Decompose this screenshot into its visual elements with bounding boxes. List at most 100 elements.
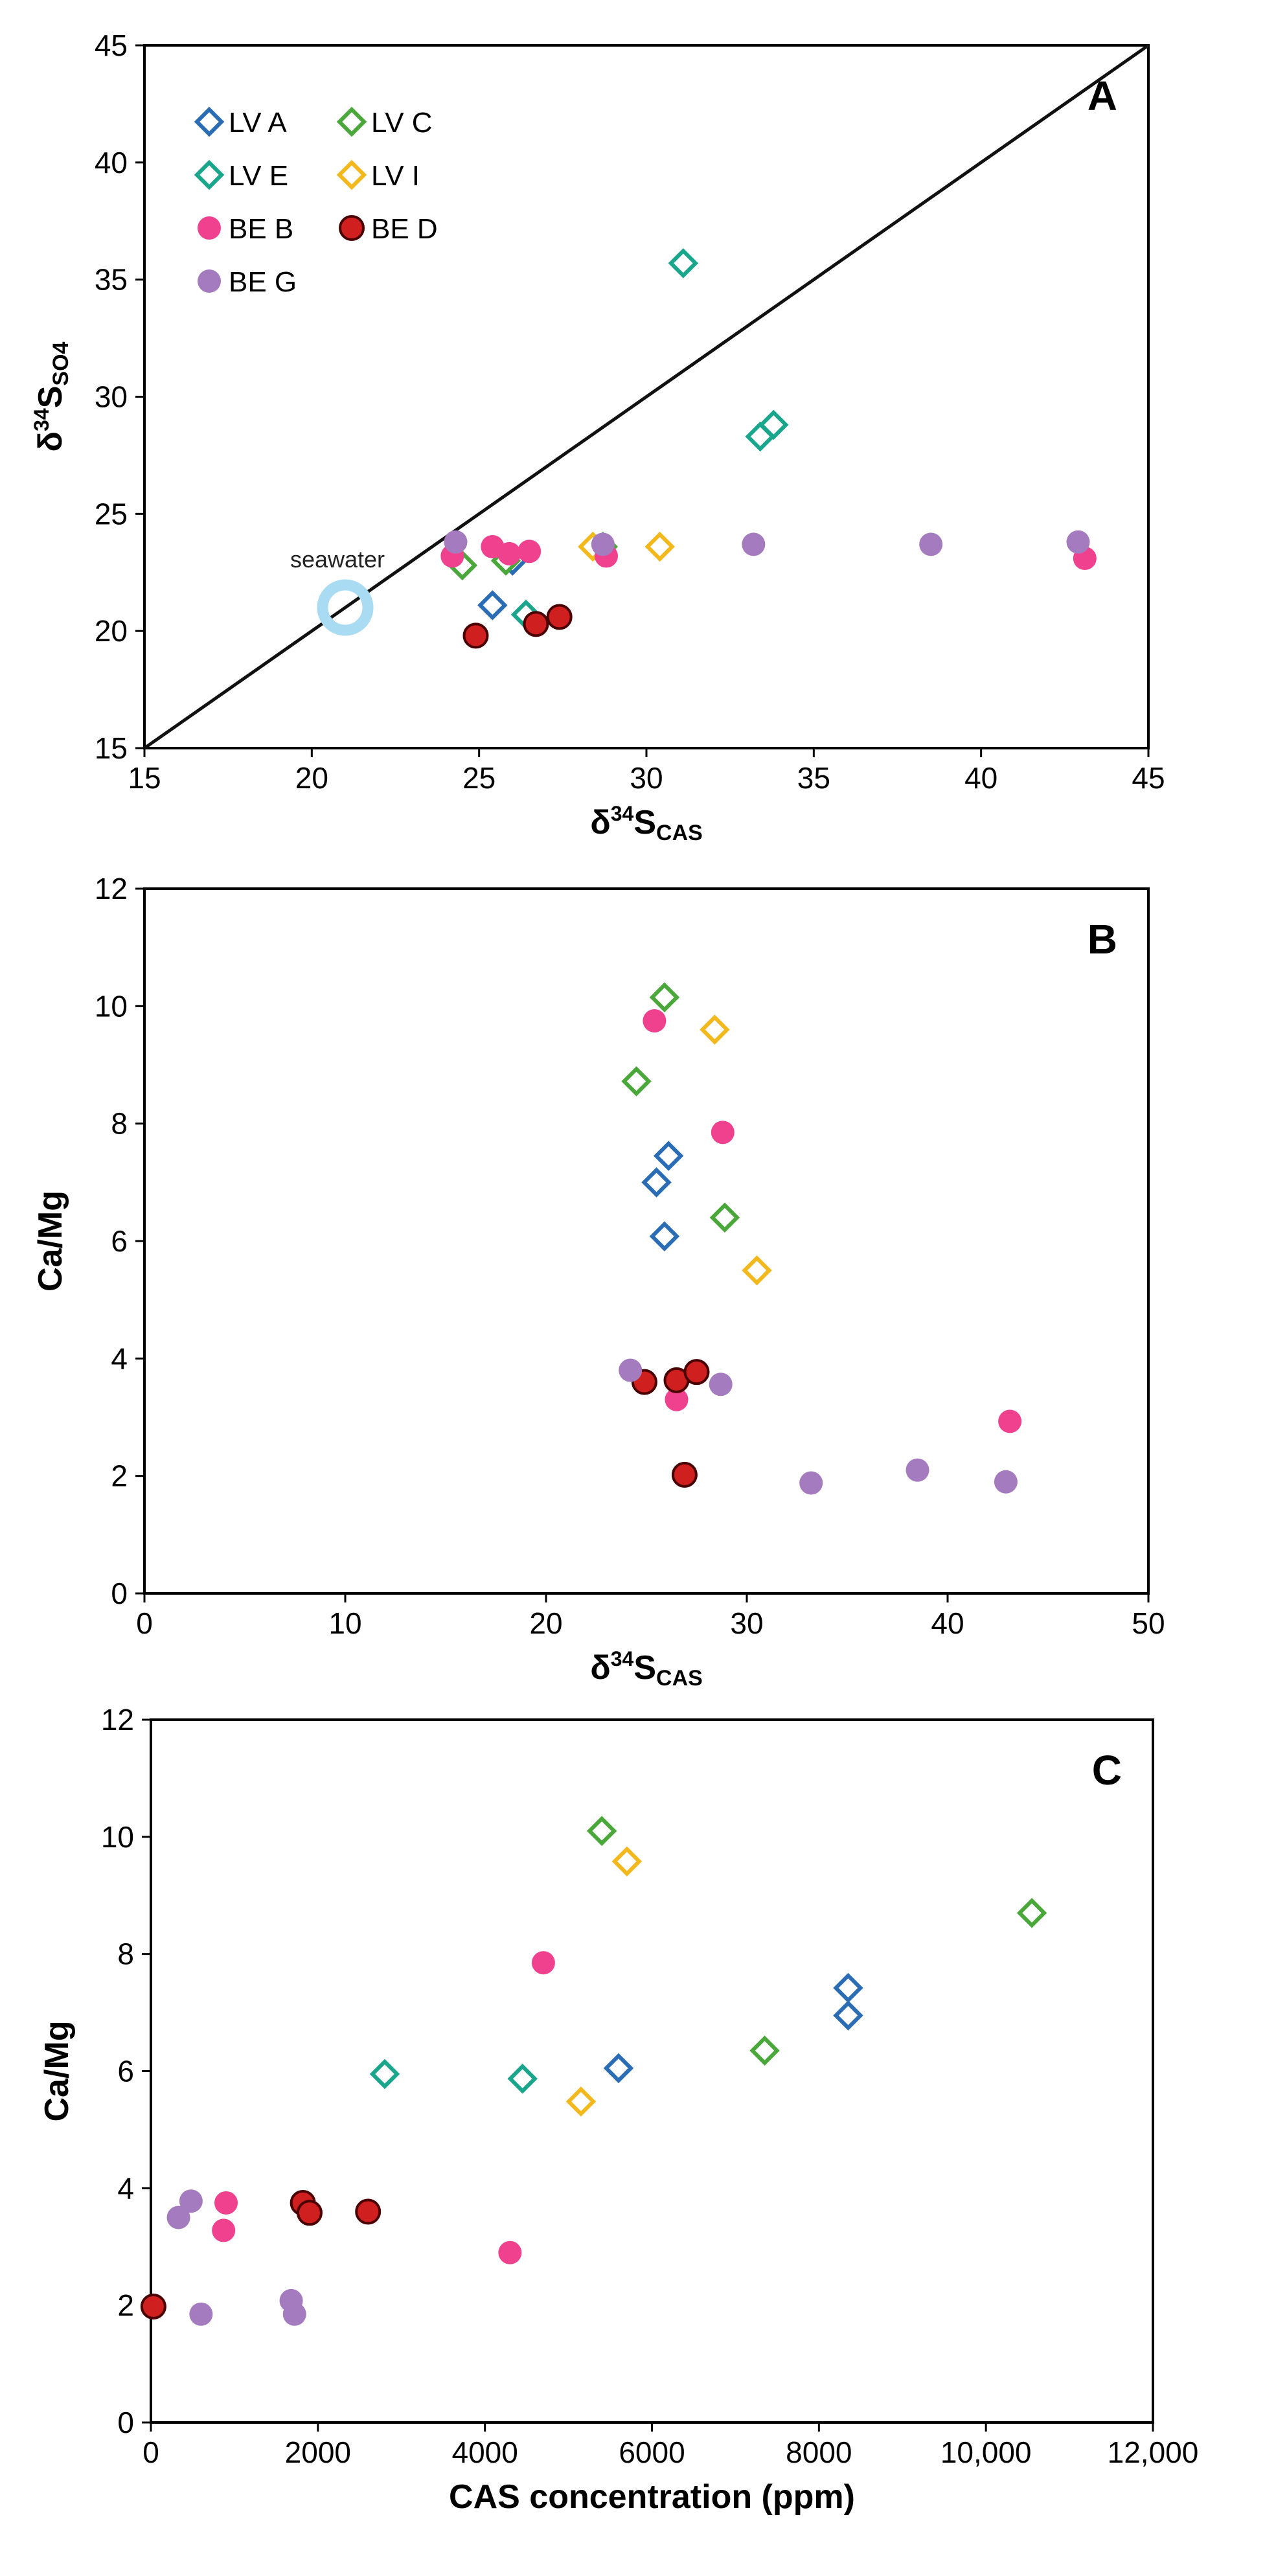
panel-a-point-be-d <box>462 622 489 649</box>
panel-b-point-lv-c <box>621 1066 652 1097</box>
panel-b-series-lv-a <box>641 1141 684 1251</box>
panel-a-point-be-g <box>742 532 766 556</box>
legend-label-be-d: BE D <box>371 213 438 245</box>
legend-marker-lv-c <box>336 106 367 137</box>
panel-b-point-be-b <box>643 1009 667 1032</box>
panel-a-x-axis-title: δ34SCAS <box>590 802 703 845</box>
panel-c-point-be-d <box>355 2198 382 2225</box>
panel-b-y-tick-label: 12 <box>95 872 128 906</box>
panel-c-letter: C <box>1092 1747 1122 1794</box>
legend-label-lv-c: LV C <box>371 107 433 139</box>
panel-c-x-axis-title-main: CAS concentration (ppm) <box>449 2478 855 2516</box>
panel-b-x-tick-label: 20 <box>529 1606 562 1640</box>
panel-c-point-lv-a <box>833 2000 863 2031</box>
panel-a-x-tick-label: 45 <box>1132 761 1165 795</box>
panel-c-y-axis-title-main: Ca/Mg <box>38 2021 76 2122</box>
panel-a-x-tick-label: 15 <box>128 761 161 795</box>
panel-a-x-axis-title-main: δ <box>590 804 611 841</box>
panel-b-series-lv-i <box>700 1014 772 1286</box>
panel-a-y-tick-label: 25 <box>95 497 128 530</box>
panel-c-point-lv-e <box>507 2064 538 2094</box>
panel-b-x-axis-title-sub: CAS <box>656 1666 703 1691</box>
panel-b-point-be-g <box>906 1458 929 1482</box>
panel-b-x-axis-title: δ34SCAS <box>590 1647 703 1691</box>
panel-c-y-tick-label: 10 <box>101 1820 134 1854</box>
panel-b-x-axis-title-sup: 34 <box>611 1647 634 1670</box>
panel-c-series-be-b <box>212 1951 555 2264</box>
panel-a-y-tick-label: 45 <box>95 28 128 62</box>
panel-a-y-tick-label: 20 <box>95 614 128 648</box>
legend-entry-be-b: BE B <box>198 213 293 245</box>
legend-entry-lv-i: LV I <box>336 159 420 192</box>
panel-a-legend: LV A LV C LV E LV I BE B BE D BE G <box>194 106 438 298</box>
panel-c-x-tick-label: 0 <box>142 2435 159 2469</box>
panel-a-seawater-marker <box>317 579 374 636</box>
panel-a-y-tick-label: 35 <box>95 263 128 297</box>
panel-c-point-be-b <box>214 2191 238 2215</box>
panel-a-point-be-d <box>523 611 549 637</box>
panel-b-x-tick-label: 50 <box>1132 1606 1165 1640</box>
panel-c-point-be-g <box>282 2302 306 2326</box>
panel-b-point-be-d <box>683 1359 710 1385</box>
panel-b-x-tick-label: 0 <box>136 1606 153 1640</box>
panel-a-point-lv-e <box>668 248 699 279</box>
panel-b-point-lv-i <box>700 1014 730 1045</box>
legend-marker-lv-i <box>336 159 367 190</box>
legend-label-be-g: BE G <box>229 266 297 298</box>
panel-c-point-be-g <box>189 2302 213 2326</box>
panel-a-point-lv-a <box>477 590 508 621</box>
panel-a-y-axis-title-main: δ <box>32 431 69 452</box>
panel-b-series-lv-c <box>621 982 740 1233</box>
panel-c-point-lv-c <box>749 2035 780 2066</box>
panel-a-y-axis-title-rest: S <box>32 386 69 409</box>
panel-a-point-be-g <box>919 532 943 556</box>
legend-marker-lv-e <box>194 159 225 190</box>
panel-b-point-be-d <box>671 1461 698 1488</box>
panel-a-x-tick-label: 35 <box>797 761 830 795</box>
panel-a-point-be-d <box>546 604 573 630</box>
panel-c-point-be-g <box>179 2189 203 2213</box>
panel-c-point-be-b <box>212 2218 236 2242</box>
panel-b-x-axis-title-rest: S <box>633 1649 656 1687</box>
panel-b-point-be-g <box>994 1470 1018 1494</box>
panel-b-point-lv-i <box>742 1255 772 1286</box>
legend-marker-be-b <box>198 216 221 240</box>
panel-c-x-tick-label: 4000 <box>451 2435 518 2469</box>
panel-a-point-be-b <box>497 541 521 565</box>
panel-a-y-tick-label: 40 <box>95 146 128 179</box>
panel-a-point-be-g <box>1066 530 1090 554</box>
panel-c-y-tick-label: 8 <box>117 1937 134 1971</box>
legend-marker-be-g <box>198 269 221 293</box>
panel-a-y-axis-title-sub: SO4 <box>49 341 73 385</box>
panel-c-x-tick-label: 6000 <box>619 2435 685 2469</box>
panel-c-point-lv-c <box>1016 1898 1047 1928</box>
panel-c-series-lv-i <box>565 1846 643 2117</box>
legend-marker-be-d <box>339 215 365 241</box>
panel-c-y-tick-label: 2 <box>117 2288 134 2322</box>
panel-a-x-axis-title-rest: S <box>633 804 656 841</box>
panel-b-x-axis-title-main: δ <box>590 1649 611 1687</box>
panel-b-y-tick-label: 6 <box>111 1224 128 1258</box>
panel-b-x-tick-label: 10 <box>328 1606 361 1640</box>
panel-c-y-axis-title: Ca/Mg <box>38 2021 76 2122</box>
panel-a-seawater-label: seawater <box>290 546 385 573</box>
legend-label-lv-a: LV A <box>229 107 287 139</box>
panel-a-letter: A <box>1088 73 1117 119</box>
panel-b-y-tick-label: 2 <box>111 1459 128 1493</box>
panel-a-point-be-g <box>591 532 615 556</box>
panel-c-point-be-g <box>166 2206 190 2229</box>
panel-b-y-tick-label: 4 <box>111 1341 128 1375</box>
panel-c-x-tick-label: 12,000 <box>1108 2435 1199 2469</box>
panel-c-point-lv-a <box>833 1972 863 2003</box>
panel-c-point-lv-i <box>565 2086 597 2117</box>
panel-c-y-tick-label: 12 <box>101 1703 134 1737</box>
panel-b-y-axis-title: Ca/Mg <box>32 1191 69 1292</box>
panel-b-y-axis-title-main: Ca/Mg <box>32 1191 69 1292</box>
panel-c-point-be-b <box>498 2240 522 2264</box>
panel-c-series-lv-e <box>369 2058 538 2094</box>
panel-c-point-lv-c <box>586 1816 617 1847</box>
panel-a-y-tick-label: 15 <box>95 731 128 765</box>
panel-b-point-lv-a <box>641 1167 672 1198</box>
